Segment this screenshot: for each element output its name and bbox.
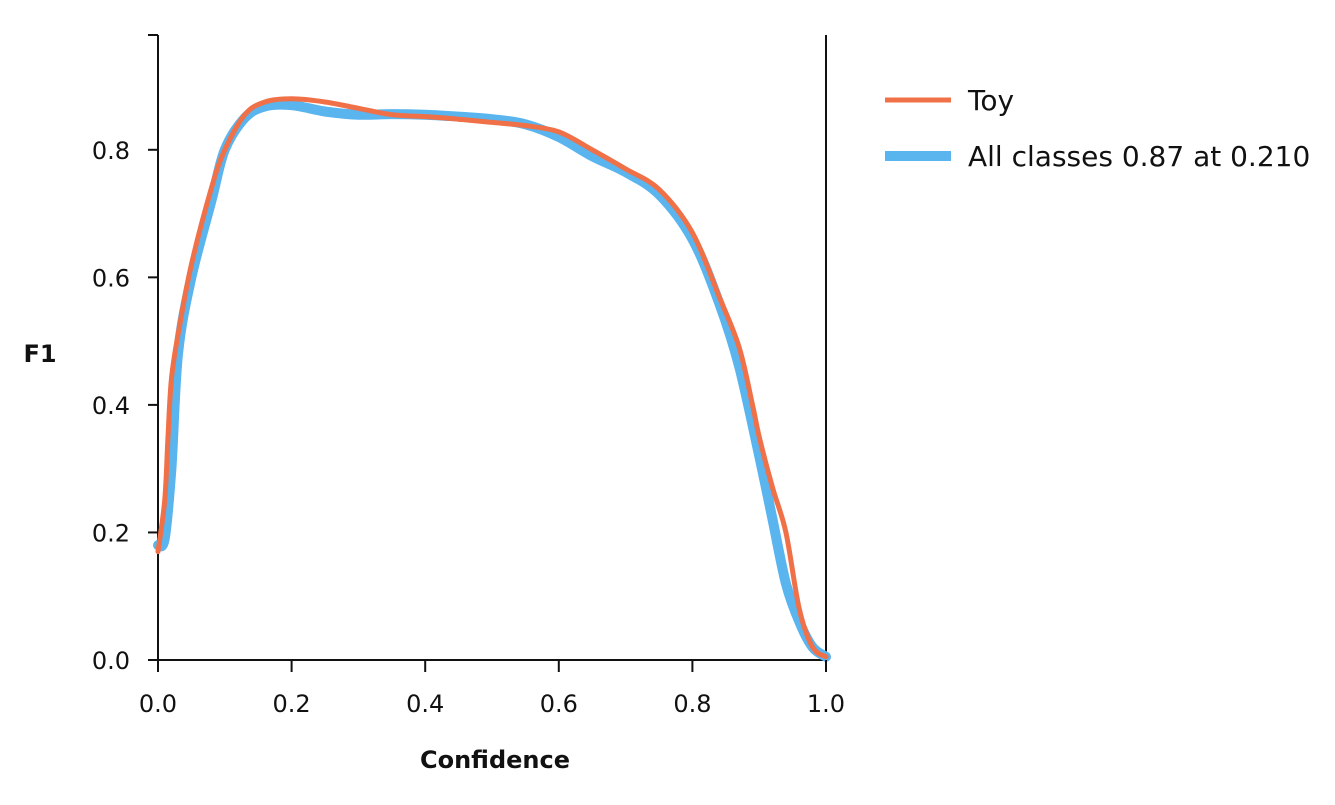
x-tick-label: 0.4 (406, 690, 444, 718)
y-axis-label: F1 (23, 340, 56, 368)
series-line-toy (155, 96, 829, 660)
series-line-all-classes (153, 99, 831, 662)
legend-label-toy: Toy (967, 84, 1014, 117)
x-axis-label: Confidence (420, 746, 570, 774)
x-tick-label: 0.6 (540, 690, 578, 718)
x-tick-label: 1.0 (807, 690, 845, 718)
legend-label-all-classes: All classes 0.87 at 0.210 (968, 140, 1310, 173)
y-tick-label: 0.8 (92, 137, 130, 165)
y-tick-label: 0.6 (92, 264, 130, 292)
x-tick-label: 0.8 (673, 690, 711, 718)
y-tick-label: 0.2 (92, 519, 130, 547)
x-tick-label: 0.2 (273, 690, 311, 718)
x-tick-label: 0.0 (139, 690, 177, 718)
y-tick-label: 0.4 (92, 392, 130, 420)
y-tick-label: 0.0 (92, 647, 130, 675)
